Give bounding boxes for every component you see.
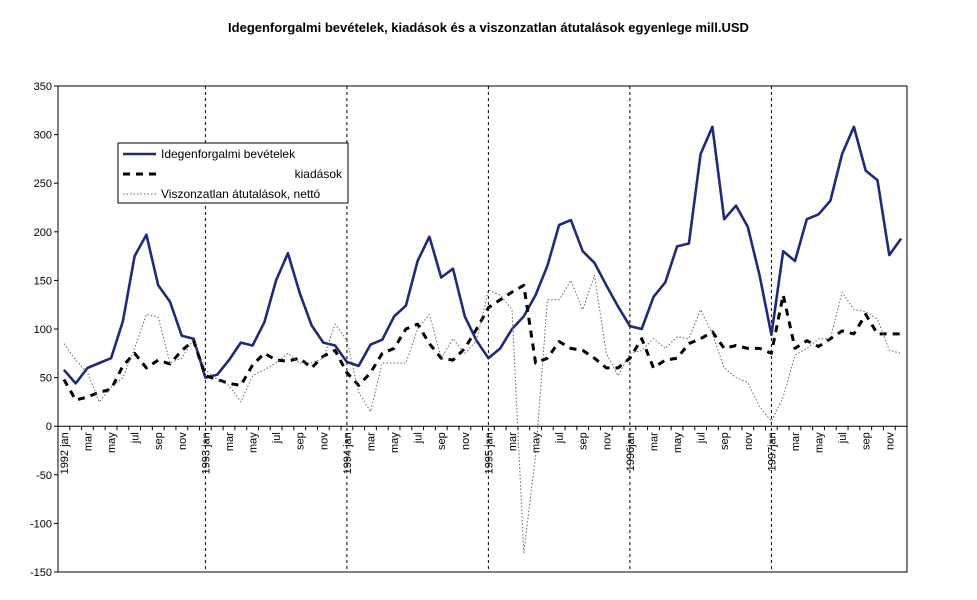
legend-label-3: Viszonzatlan átutalások, nettó bbox=[161, 187, 321, 201]
x-tick-label: jul bbox=[696, 432, 708, 444]
y-tick-label: -50 bbox=[36, 470, 52, 482]
x-tick-label: 1994 jan bbox=[342, 432, 354, 474]
x-tick-label: 1996jan bbox=[625, 432, 637, 471]
x-tick-label: mar bbox=[648, 432, 660, 451]
x-tick-label: mar bbox=[82, 432, 94, 451]
legend-label-2: kiadások bbox=[295, 167, 343, 181]
chart-title: Idegenforgalmi bevételek, kiadások és a … bbox=[228, 20, 749, 35]
y-tick-label: 100 bbox=[34, 324, 52, 336]
x-tick-label: mar bbox=[507, 432, 519, 451]
y-tick-label: 350 bbox=[34, 81, 52, 93]
x-tick-label: jul bbox=[413, 432, 425, 444]
x-tick-label: nov bbox=[318, 432, 330, 450]
x-tick-label: nov bbox=[743, 432, 755, 450]
legend-box bbox=[117, 142, 349, 204]
x-tick-label: sep bbox=[153, 432, 165, 450]
x-tick-label: jul bbox=[271, 432, 283, 444]
legend-label-1: Idegenforgalmi bevételek bbox=[161, 147, 296, 161]
series-lines bbox=[62, 125, 903, 554]
x-tick-label: mar bbox=[790, 432, 802, 451]
x-tick-label: nov bbox=[884, 432, 896, 450]
x-tick-label: sep bbox=[719, 432, 731, 450]
x-tick-label: nov bbox=[177, 432, 189, 450]
x-tick-label: may bbox=[672, 432, 684, 453]
x-tick-label: may bbox=[248, 432, 260, 453]
legend: Idegenforgalmi bevételek kiadások Viszonza… bbox=[117, 142, 349, 204]
x-tick-label: sep bbox=[436, 432, 448, 450]
x-tick-label: may bbox=[389, 432, 401, 453]
x-tick-label: sep bbox=[578, 432, 590, 450]
series-line-2 bbox=[62, 283, 902, 402]
x-tick-label: 1993 jan bbox=[200, 432, 212, 474]
y-tick-label: 250 bbox=[34, 178, 52, 190]
series-line-3 bbox=[63, 275, 902, 554]
y-tick-label: 0 bbox=[46, 421, 52, 433]
x-tick-label: mar bbox=[365, 432, 377, 451]
y-axis: 350 300 250 200 150 100 50 0 -50 -100 -150 bbox=[30, 81, 58, 579]
x-tick-label: 1992 jan bbox=[59, 432, 71, 474]
y-tick-label: -150 bbox=[30, 567, 52, 579]
x-tick-label: jul bbox=[130, 432, 142, 444]
x-tick-label: jul bbox=[837, 432, 849, 444]
x-tick-label: 1997jan bbox=[766, 432, 778, 471]
y-tick-label: -100 bbox=[30, 518, 52, 530]
x-tick-label: nov bbox=[601, 432, 613, 450]
y-tick-label: 150 bbox=[34, 275, 52, 287]
y-tick-label: 50 bbox=[40, 373, 52, 385]
y-tick-label: 300 bbox=[34, 130, 52, 142]
x-tick-label: 1995 jan bbox=[483, 432, 495, 474]
x-tick-label: may bbox=[106, 432, 118, 453]
x-tick-label: sep bbox=[295, 432, 307, 450]
x-tick-label: sep bbox=[861, 432, 873, 450]
y-tick-label: 200 bbox=[34, 227, 52, 239]
x-tick-label: jul bbox=[554, 432, 566, 444]
x-tick-label: nov bbox=[460, 432, 472, 450]
x-tick-label: may bbox=[814, 432, 826, 453]
x-tick-label: mar bbox=[224, 432, 236, 451]
x-axis: 1992 jan mar may jul sep nov 1993 jan mar may jul… bbox=[57, 425, 908, 474]
